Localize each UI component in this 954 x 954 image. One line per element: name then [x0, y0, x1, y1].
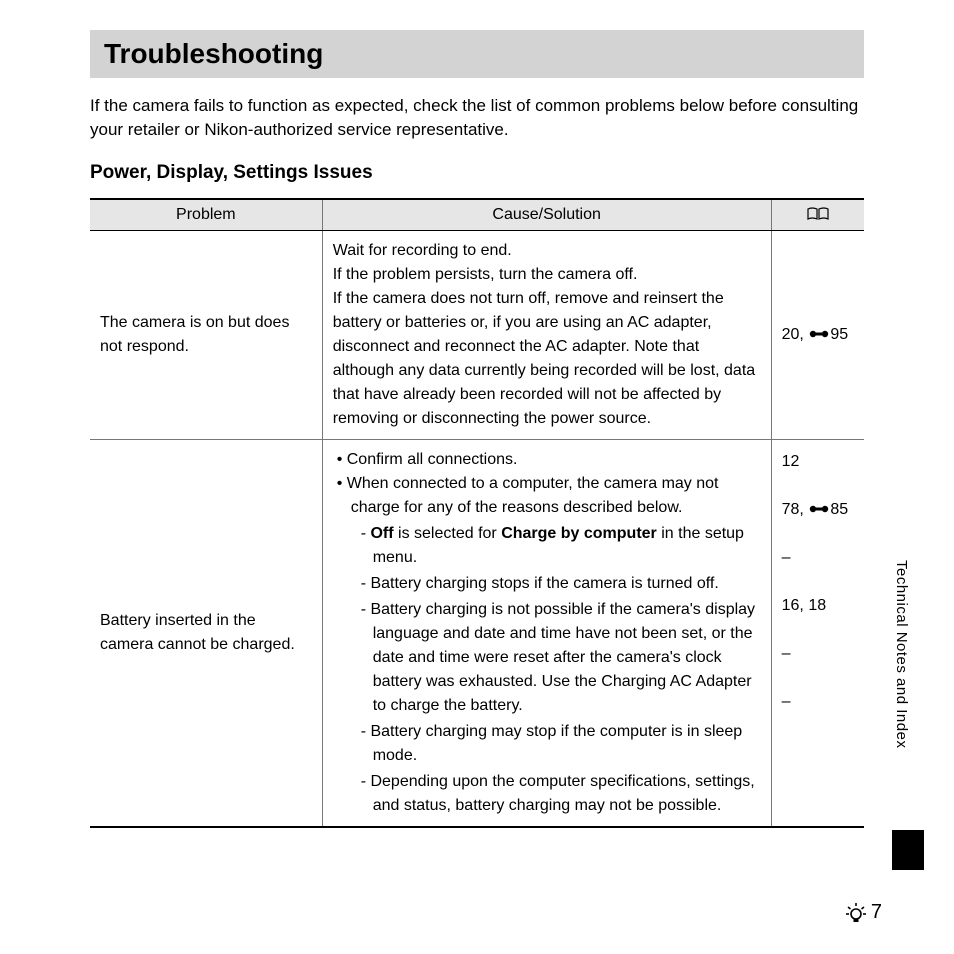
solution-cell: Wait for recording to end. If the proble…	[322, 230, 771, 439]
ref-text: –	[782, 546, 854, 570]
sub-item: Battery charging may stop if the compute…	[361, 720, 761, 768]
ref-text: 12	[782, 450, 854, 474]
reference-cell: 12 78, 85 – 16, 18 – –	[771, 439, 864, 827]
bold-text: Off	[370, 525, 393, 542]
ref-text: 78, 85	[782, 498, 854, 522]
ref-text: –	[782, 642, 854, 666]
problem-cell: The camera is on but does not respond.	[90, 230, 322, 439]
sub-item: Battery charging is not possible if the …	[361, 598, 761, 718]
sub-item: Depending upon the computer specificatio…	[361, 770, 761, 818]
solution-cell: Confirm all connections. When connected …	[322, 439, 771, 827]
ref-text: –	[782, 690, 854, 714]
page-number-text: 7	[871, 901, 882, 924]
col-header-solution: Cause/Solution	[322, 199, 771, 231]
table-row: The camera is on but does not respond. W…	[90, 230, 864, 439]
page-title: Troubleshooting	[104, 38, 850, 70]
ref-text: 20,	[782, 326, 809, 343]
link-icon	[808, 504, 830, 514]
section-subhead: Power, Display, Settings Issues	[90, 162, 864, 184]
sub-item: Battery charging stops if the camera is …	[361, 572, 761, 596]
intro-text: If the camera fails to function as expec…	[90, 94, 864, 142]
bold-text: Charge by computer	[501, 525, 657, 542]
bullet-item: When connected to a computer, the camera…	[333, 472, 761, 520]
bulb-icon	[845, 902, 867, 924]
table-row: Battery inserted in the camera cannot be…	[90, 439, 864, 827]
col-header-reference	[771, 199, 864, 231]
sub-item: Off is selected for Charge by computer i…	[361, 522, 761, 570]
ref-text: 95	[830, 326, 848, 343]
side-section-label: Technical Notes and Index	[893, 560, 910, 748]
troubleshoot-table: Problem Cause/Solution The camera is on …	[90, 198, 864, 828]
ref-text: 16, 18	[782, 594, 854, 618]
link-icon	[808, 329, 830, 339]
side-tab-marker	[892, 830, 924, 870]
page-number: 7	[845, 901, 882, 924]
heading-bar: Troubleshooting	[90, 30, 864, 78]
col-header-problem: Problem	[90, 199, 322, 231]
book-icon	[807, 207, 829, 221]
reference-cell: 20, 95	[771, 230, 864, 439]
problem-cell: Battery inserted in the camera cannot be…	[90, 439, 322, 827]
bullet-item: Confirm all connections.	[333, 448, 761, 472]
